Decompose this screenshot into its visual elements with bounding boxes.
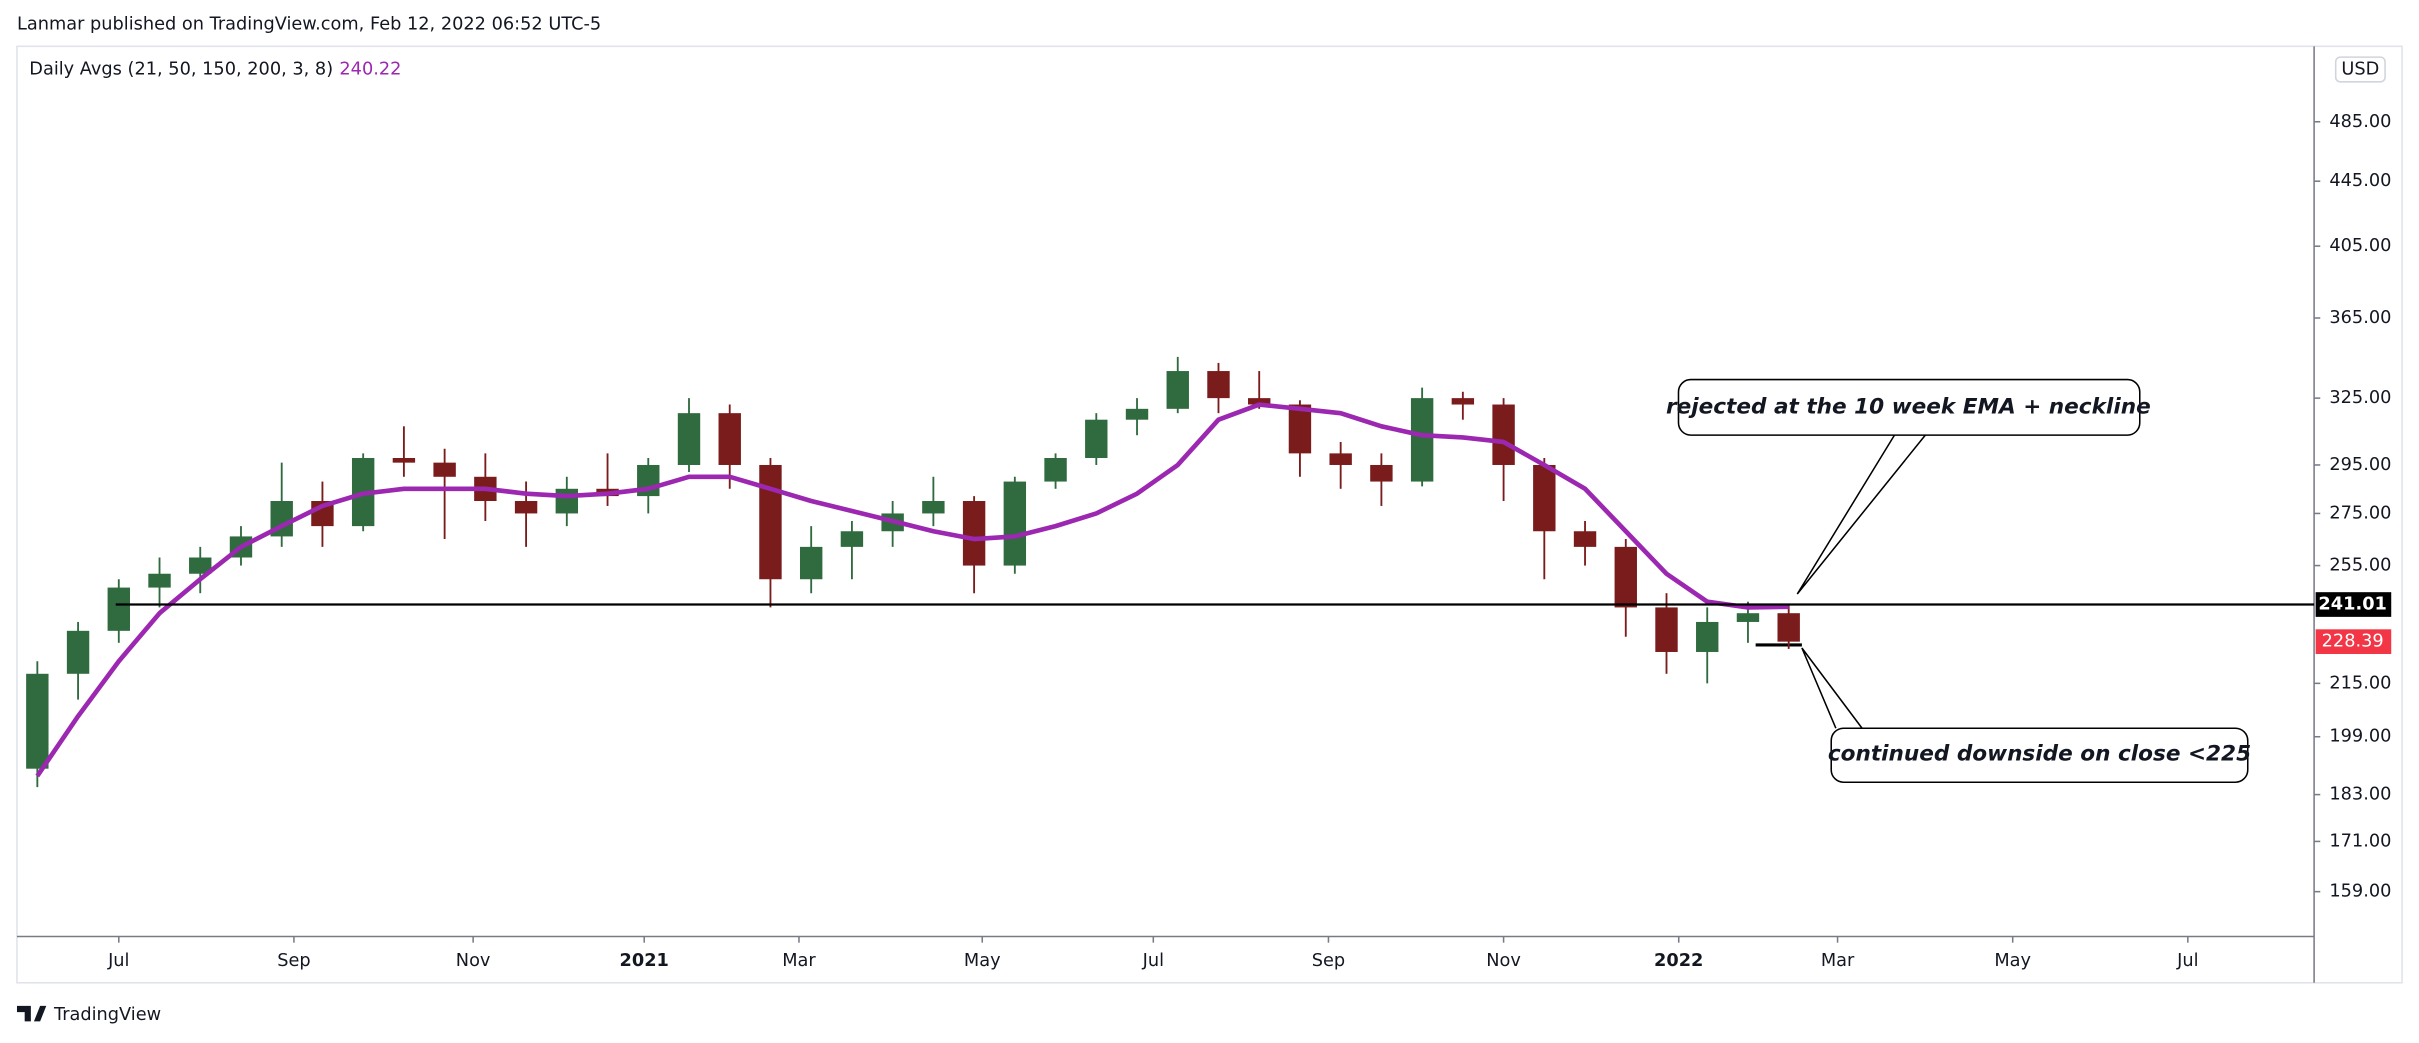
candle-body: [1410, 398, 1434, 482]
candle-body: [189, 557, 212, 574]
candle-body: [1655, 607, 1678, 652]
candle-body: [1288, 404, 1312, 454]
candle-body: [1125, 408, 1149, 420]
annotation: rejected at the 10 week EMA + neckline: [1666, 394, 2151, 419]
y-tick-label: 183.00: [2329, 785, 2391, 805]
candle-body: [392, 457, 416, 463]
candle-body: [962, 501, 986, 566]
y-tick-label: 365.00: [2329, 308, 2391, 328]
last-price-box: [2315, 629, 2392, 654]
moving-average: [35, 402, 1789, 778]
x-tick-label: 2021: [620, 951, 669, 971]
candle-body: [148, 573, 171, 588]
price-label-box: [2315, 592, 2392, 617]
candle-body: [1329, 453, 1352, 465]
candle-body: [107, 587, 130, 631]
x-tick-label: May: [964, 951, 1001, 971]
x-tick-label: Jul: [2176, 951, 2198, 971]
x-tick-label: Mar: [1821, 951, 1855, 971]
candle-body: [514, 501, 538, 514]
y-tick-label: 325.00: [2329, 388, 2391, 408]
y-tick-label: 295.00: [2329, 455, 2391, 475]
candle-body: [433, 462, 456, 477]
y-tick-label: 445.00: [2329, 171, 2391, 191]
x-tick-label: May: [1994, 951, 2031, 971]
y-tick-label: 255.00: [2329, 556, 2391, 576]
currency-box: [2334, 56, 2386, 83]
candle-body: [1614, 546, 1637, 608]
candle-body: [840, 531, 864, 547]
last-price-label: 228.39: [2322, 632, 2384, 652]
footer-logo: TradingView: [16, 1005, 161, 1025]
candle-body: [1085, 419, 1108, 458]
x-tick-label: Mar: [782, 951, 816, 971]
candle-body: [922, 501, 945, 514]
candle-body: [1370, 464, 1393, 482]
candle-body: [1248, 398, 1271, 405]
y-tick-label: 159.00: [2329, 882, 2391, 902]
callout-box: [1677, 378, 2141, 436]
candle-body: [1573, 531, 1597, 547]
footer: TradingView: [53, 1005, 161, 1025]
header: Lanmar published on TradingView.com, Feb…: [17, 15, 601, 35]
candle-body: [677, 413, 701, 465]
currency: USD: [2341, 59, 2379, 79]
frame: [16, 45, 2403, 984]
candle-body: [1736, 613, 1760, 622]
x-tick-label: 2022: [1654, 951, 1703, 971]
x-tick-label: Nov: [456, 951, 491, 971]
callout-box: [1830, 727, 2249, 783]
y-tick-label: 275.00: [2329, 503, 2391, 523]
y-tick-label: 485.00: [2329, 112, 2391, 132]
candle-body: [1533, 464, 1556, 532]
x-tick-label: Jul: [1142, 951, 1164, 971]
candle-body: [1003, 481, 1027, 566]
x-tick-label: Nov: [1486, 951, 1521, 971]
x-tick-label: Sep: [1312, 951, 1345, 971]
price-label: 241.01: [2318, 595, 2386, 615]
legend: Daily Avgs (21, 50, 150, 200, 3, 8): [29, 59, 333, 79]
candle-body: [1696, 621, 1719, 652]
candle-body: [555, 488, 579, 514]
candle-body: [1166, 371, 1189, 409]
candle-body: [1207, 371, 1230, 399]
candle-body: [718, 413, 741, 465]
candle-body: [1492, 404, 1515, 465]
candle-body: [1451, 398, 1475, 405]
candle-body: [1777, 613, 1800, 642]
y-tick-label: 215.00: [2329, 673, 2391, 693]
candle-body: [1044, 457, 1067, 482]
x-tick-label: Jul: [107, 951, 129, 971]
x-tick-label: Sep: [277, 951, 310, 971]
y-tick-label: 171.00: [2329, 831, 2391, 851]
candle-body: [66, 630, 90, 674]
candle-body: [26, 673, 49, 769]
y-tick-label: 199.00: [2329, 727, 2391, 747]
callout-pointer: [1796, 434, 1926, 595]
candle-body: [799, 546, 823, 580]
candle-body: [759, 464, 782, 580]
plot: [26, 356, 1800, 788]
annotation: continued downside on close <225: [1828, 741, 2251, 766]
y-tick-label: 405.00: [2329, 236, 2391, 256]
callout-pointer: [1801, 647, 1863, 729]
legend-value: 240.22: [339, 59, 401, 79]
